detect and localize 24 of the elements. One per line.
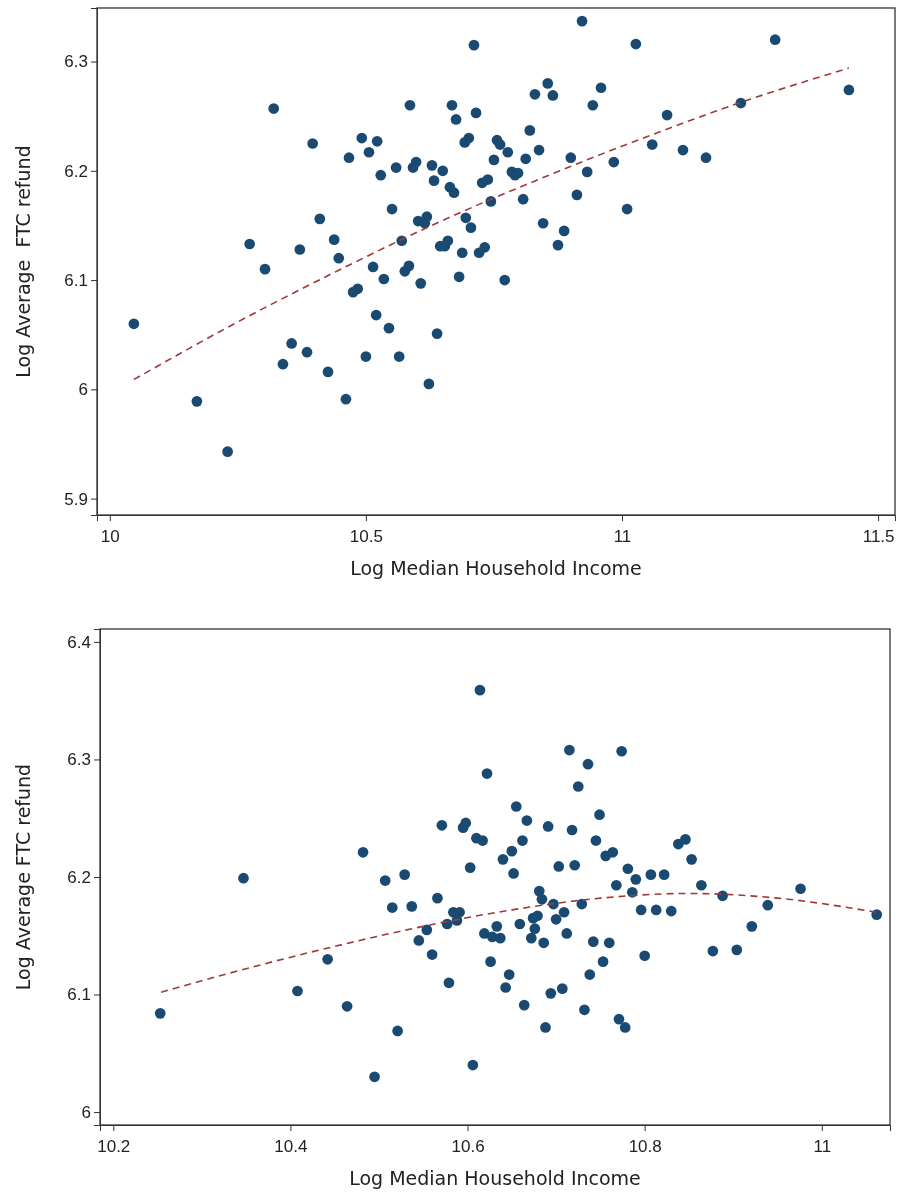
y-tick-label: 6.3 [64,52,88,72]
y-tick-label: 6 [78,380,88,400]
x-tick-label: 10.4 [274,1136,308,1156]
y-tick-label: 6.3 [67,750,91,770]
x-tick-label: 11 [813,1136,832,1156]
y-tick-label: 6.2 [64,161,88,181]
y-tick-label: 6.1 [64,271,88,291]
x-axis-title: Log Median Household Income [350,557,642,579]
x-tick-label: 10 [100,526,120,546]
x-tick-label: 10.5 [349,526,383,546]
x-tick-label: 10.6 [451,1136,485,1156]
y-tick-label: 5.9 [64,489,88,509]
y-axis-title: Log Average FTC refund [12,145,34,378]
x-tick-label: 10.8 [628,1136,662,1156]
x-axis-title: Log Median Household Income [349,1167,641,1189]
y-tick-label: 6.4 [67,632,91,652]
x-tick-label: 11.5 [862,526,895,546]
y-tick-label: 6.1 [67,985,91,1005]
y-tick-label: 6 [81,1103,91,1123]
x-tick-label: 10.2 [97,1136,131,1156]
x-tick-label: 11 [613,526,632,546]
line-series [133,67,850,381]
y-axis-title: Log Average FTC refund [12,763,34,991]
y-tick-label: 6.2 [67,867,91,887]
